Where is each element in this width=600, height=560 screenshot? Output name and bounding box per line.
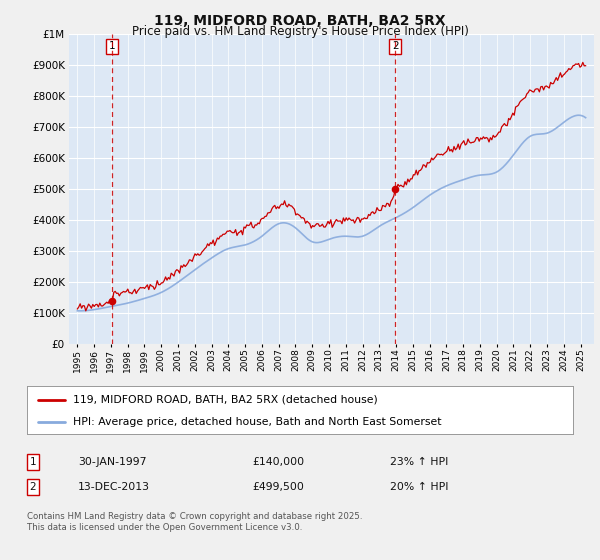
Text: £140,000: £140,000: [252, 457, 304, 467]
Text: 119, MIDFORD ROAD, BATH, BA2 5RX (detached house): 119, MIDFORD ROAD, BATH, BA2 5RX (detach…: [73, 395, 378, 405]
Text: 2: 2: [392, 41, 399, 52]
Text: Contains HM Land Registry data © Crown copyright and database right 2025.
This d: Contains HM Land Registry data © Crown c…: [27, 512, 362, 532]
Text: 2: 2: [29, 482, 37, 492]
Text: 20% ↑ HPI: 20% ↑ HPI: [390, 482, 449, 492]
Text: Price paid vs. HM Land Registry's House Price Index (HPI): Price paid vs. HM Land Registry's House …: [131, 25, 469, 38]
Text: HPI: Average price, detached house, Bath and North East Somerset: HPI: Average price, detached house, Bath…: [73, 417, 442, 427]
Text: 119, MIDFORD ROAD, BATH, BA2 5RX: 119, MIDFORD ROAD, BATH, BA2 5RX: [154, 14, 446, 28]
Text: 23% ↑ HPI: 23% ↑ HPI: [390, 457, 448, 467]
Text: 1: 1: [29, 457, 37, 467]
Text: 13-DEC-2013: 13-DEC-2013: [78, 482, 150, 492]
Text: 30-JAN-1997: 30-JAN-1997: [78, 457, 146, 467]
Text: 1: 1: [109, 41, 116, 52]
Text: £499,500: £499,500: [252, 482, 304, 492]
